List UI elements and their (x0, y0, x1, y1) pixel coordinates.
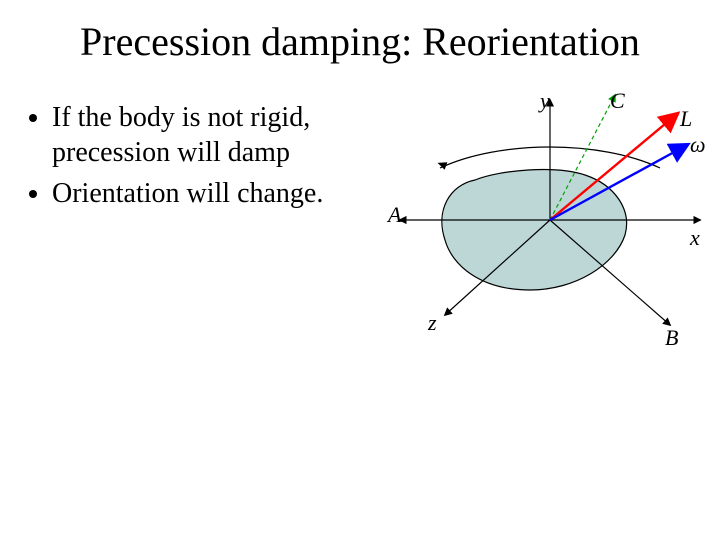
bullet-list: If the body is not rigid, precession wil… (28, 100, 368, 217)
axis-label-y: y (540, 88, 550, 114)
axis-label-x: x (690, 225, 700, 251)
precession-diagram: y x z A B C L ω (380, 90, 710, 360)
axis-label-C: C (610, 88, 625, 114)
bullet-item: Orientation will change. (52, 176, 368, 211)
vector-label-omega: ω (690, 132, 706, 158)
vector-label-L: L (680, 106, 692, 132)
axis-label-z: z (428, 310, 437, 336)
slide: Precession damping: Reorientation If the… (0, 0, 720, 540)
bullet-item: If the body is not rigid, precession wil… (52, 100, 368, 170)
axis-label-A: A (388, 202, 401, 228)
slide-title: Precession damping: Reorientation (0, 18, 720, 65)
axis-label-B: B (665, 325, 678, 351)
